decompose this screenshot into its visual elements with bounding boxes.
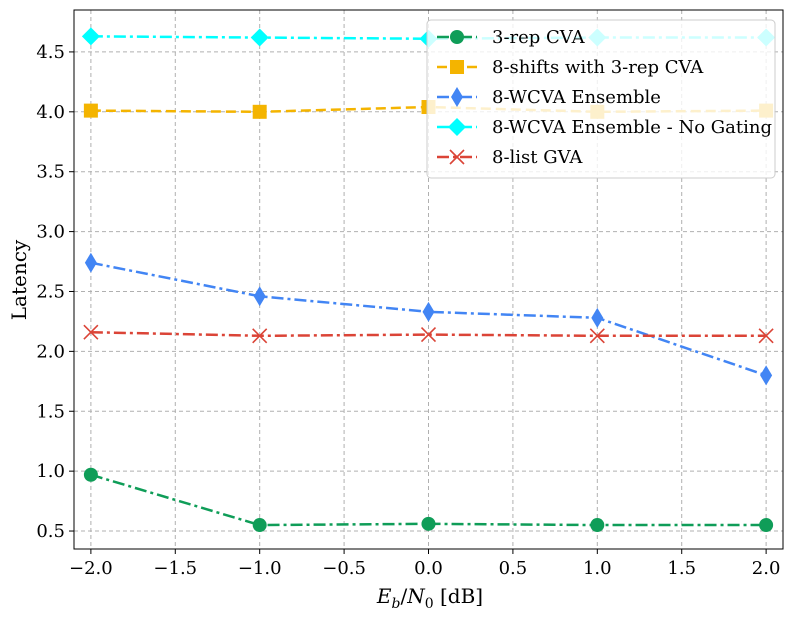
data-point-3-rep-cva xyxy=(252,518,267,533)
data-point-8-wcva-ensemble xyxy=(84,252,97,273)
x-tick-label: −1.5 xyxy=(153,558,197,579)
legend-marker-8-shifts-with-3-rep-cva xyxy=(450,60,464,74)
y-tick-label: 4.5 xyxy=(36,42,65,63)
legend-box xyxy=(426,19,776,179)
data-point-8-list-gva xyxy=(589,328,605,344)
x-tick-label: −1.0 xyxy=(238,558,282,579)
legend-label-8-shifts-with-3-rep-cva: 8-shifts with 3-rep CVA xyxy=(492,57,704,78)
y-tick-label: 1.5 xyxy=(36,401,65,422)
data-point-3-rep-cva xyxy=(759,518,774,533)
series-8-list-gva xyxy=(83,324,774,344)
y-tick-label: 3.5 xyxy=(36,162,65,183)
x-axis-title-unit: [dB] xyxy=(434,584,483,608)
y-axis-title: Latency xyxy=(7,239,31,320)
data-point-8-list-gva xyxy=(252,328,268,344)
legend-marker-8-list-gva xyxy=(449,149,465,165)
x-tick-label: 2.0 xyxy=(752,558,781,579)
data-point-8-wcva-ensemble xyxy=(422,301,435,322)
legend: 3-rep CVA 8-shifts with 3-rep CVA 8-WCVA E… xyxy=(426,19,776,179)
data-point-8-wcva-ensemble-no-gating xyxy=(81,27,100,46)
y-tick-label: 4.0 xyxy=(36,102,65,123)
x-tick-label: 0.0 xyxy=(414,558,443,579)
data-point-3-rep-cva xyxy=(83,467,98,482)
x-tick-label: 1.5 xyxy=(667,558,696,579)
y-tick-label: 3.0 xyxy=(36,222,65,243)
legend-marker-8-wcva-ensemble-no-gating xyxy=(448,118,466,136)
legend-marker-3-rep-cva xyxy=(450,30,464,44)
data-point-8-shifts-with-3-rep-cva xyxy=(83,103,98,118)
data-point-8-shifts-with-3-rep-cva xyxy=(252,104,267,119)
data-point-8-list-gva xyxy=(420,327,437,343)
x-axis-title-zero: 0 xyxy=(425,596,434,612)
y-tick-label: 2.0 xyxy=(36,341,65,362)
data-point-8-list-gva xyxy=(758,328,774,344)
y-tick-label: 0.5 xyxy=(36,521,65,542)
series-line-3-rep-cva xyxy=(90,473,767,527)
y-tick-label: 2.5 xyxy=(36,281,65,302)
x-tick-label: −2.0 xyxy=(69,558,113,579)
x-tick-label: −0.5 xyxy=(322,558,366,579)
legend-item-8-wcva-ensemble-no-gating: 8-WCVA Ensemble - No Gating xyxy=(437,117,772,138)
x-tick-label: 1.0 xyxy=(583,558,612,579)
legend-item-8-shifts-with-3-rep-cva: 8-shifts with 3-rep CVA xyxy=(437,57,704,78)
data-point-3-rep-cva xyxy=(421,516,436,531)
x-axis-title-b: b xyxy=(392,596,401,612)
legend-label-3-rep-cva: 3-rep CVA xyxy=(492,27,586,48)
x-tick-label: 0.5 xyxy=(499,558,528,579)
data-point-3-rep-cva xyxy=(590,518,605,533)
series-3-rep-cva xyxy=(83,467,774,533)
legend-label-8-wcva-ensemble-no-gating: 8-WCVA Ensemble - No Gating xyxy=(492,117,772,138)
legend-label-8-wcva-ensemble: 8-WCVA Ensemble xyxy=(492,87,661,108)
data-point-8-wcva-ensemble xyxy=(760,365,773,386)
x-axis-title-slash: / xyxy=(400,584,407,608)
x-axis-title-n: N xyxy=(406,584,426,608)
legend-item-3-rep-cva: 3-rep CVA xyxy=(437,27,586,48)
legend-item-8-wcva-ensemble: 8-WCVA Ensemble xyxy=(437,87,661,108)
y-tick-label: 1.0 xyxy=(36,461,65,482)
axis-ticks: −2.0 −1.5 −1.0 −0.5 0.0 0.5 1.0 1.5 2.0 0.5 1.0 1.5… xyxy=(36,42,780,579)
data-point-8-wcva-ensemble xyxy=(253,286,266,307)
data-point-8-wcva-ensemble xyxy=(591,307,604,328)
data-point-8-list-gva xyxy=(83,324,99,340)
x-axis-title-e: E xyxy=(376,584,392,608)
legend-label-8-list-gva: 8-list GVA xyxy=(492,147,583,168)
legend-marker-8-wcva-ensemble xyxy=(451,87,463,107)
x-axis-title: Eb/N0 [dB] xyxy=(376,584,483,612)
legend-item-8-list-gva: 8-list GVA xyxy=(437,147,583,168)
data-point-8-wcva-ensemble-no-gating xyxy=(250,28,269,47)
series-line-8-list-gva xyxy=(90,330,767,338)
